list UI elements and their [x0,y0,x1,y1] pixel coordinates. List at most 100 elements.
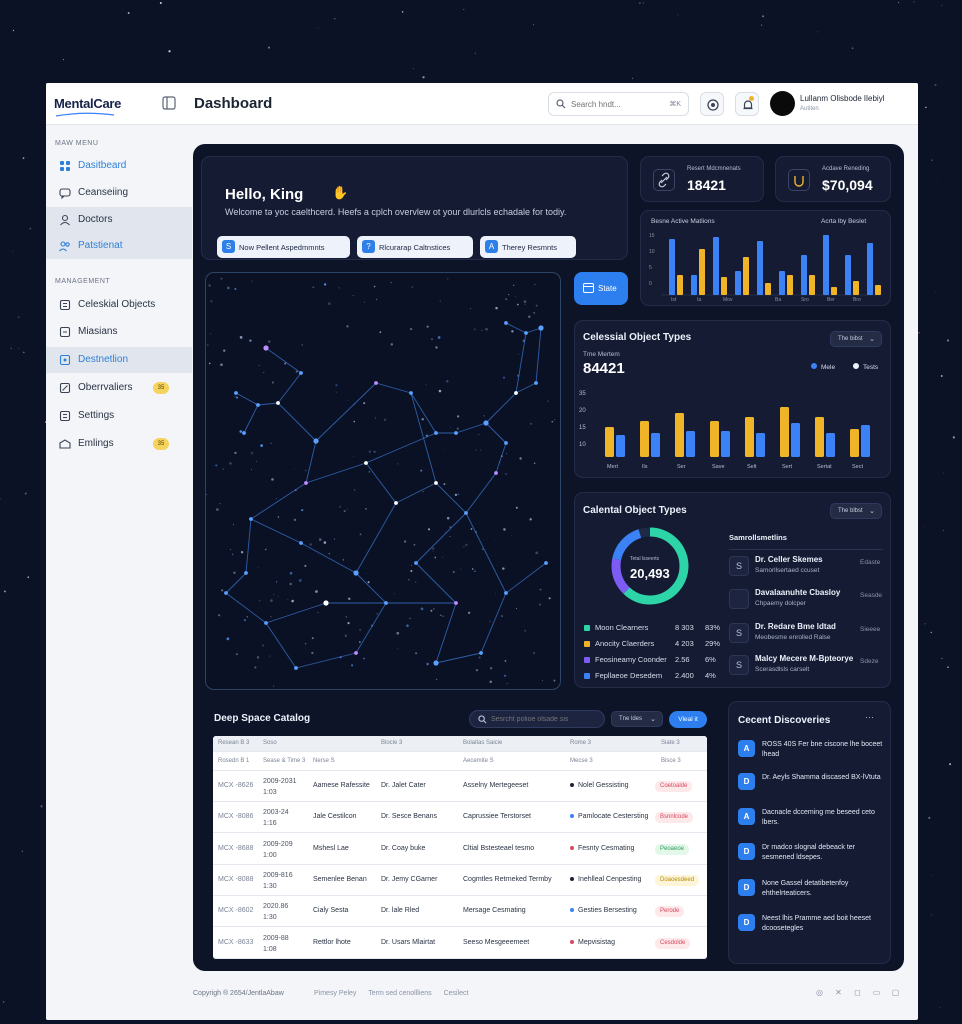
table-row[interactable]: MCX -8602 2020.86 Cialy Sesta Dr. lale Rled… [213,896,707,928]
column-header[interactable]: Nerse S [313,758,335,764]
column-header[interactable]: Bolaitas Saicie [463,740,503,746]
linkedin-icon[interactable]: ▢ [891,988,900,997]
youtube-icon[interactable]: ▭ [872,988,881,997]
sidebar-item-missions[interactable]: Miasians [46,319,192,345]
type-dot [570,877,574,882]
map-star [447,278,449,280]
map-star [457,493,460,496]
app-logo[interactable]: MentalCare [54,96,122,111]
globe-icon[interactable]: ◎ [816,988,823,997]
constellation-node [479,651,483,655]
background-star [934,83,937,86]
sidebar-item-settings[interactable]: Settings [46,403,192,429]
search-box[interactable]: ⌘K [548,92,689,116]
background-star [631,77,634,80]
search-input[interactable] [571,97,661,112]
new-appointments-button[interactable]: S Now Pellent Aspedmmnts [217,236,350,258]
status-badge: Doaoesdeed [655,874,700,886]
map-star [421,417,424,421]
view-all-button[interactable]: Vleal it [669,711,707,728]
column-header[interactable]: Soso [263,740,277,746]
more-options-icon[interactable]: ··· [865,712,874,722]
column-header[interactable]: Resean B 3 [218,740,250,746]
table-row[interactable]: MCX -8688 2009-209 Mshesl Lae Dr. Coay buke… [213,834,707,865]
cell-service: Asselny Mertegeeset [463,782,529,789]
catalog-search[interactable] [469,710,605,728]
top-bar: MentalCare Dashboard ⌘K Lullanm Olisbode… [46,83,918,125]
constellation-line [395,482,437,504]
therapy-results-button[interactable]: A Therey Resmnts [480,236,576,258]
column-header[interactable]: Mecse 3 [570,758,593,764]
card-title: Calental Object Types [583,505,687,516]
sidebar-item-observatories[interactable]: Oberrvaliers 35 [46,375,192,401]
x-icon[interactable]: ✕ [835,988,842,997]
background-star [401,11,404,13]
doctor-action-link[interactable]: Sdeze [860,658,879,665]
avatar[interactable] [770,91,795,116]
sidebar-item-doctors[interactable]: Doctors [46,207,192,233]
notifications-button[interactable] [735,92,759,116]
mini-bar-blue [669,239,675,295]
column-header[interactable]: Blocle 3 [381,740,403,746]
table-row[interactable]: MCX -8633 2009-88 Rettlor lhote Dr. Usars M… [213,928,707,959]
constellation-node [464,511,468,515]
catalog-filter-dropdown[interactable]: Tne ldes ⌄ [611,711,663,727]
catalog-search-input[interactable] [491,714,599,725]
sidebar-item-counseling[interactable]: Ceanseiing [46,180,192,206]
table-row[interactable]: MCX -8088 2009-816 Semenlee Benan Dr. Jemy … [213,865,707,896]
map-star [413,543,416,546]
map-star [250,451,254,455]
theme-button[interactable] [700,92,724,116]
stat-card-revenue[interactable]: Acdave Reneding $70,094 [775,156,891,202]
map-star [295,370,298,373]
constellation-line [505,322,527,334]
period-dropdown[interactable]: The blbst ⌄ [830,503,882,519]
map-star [539,588,542,591]
axis-tick-label: Save [712,464,725,470]
footer-link-terms[interactable]: Term sed cenollliens [368,990,432,997]
footer-link-privacy[interactable]: Pimesy Peley [314,990,357,997]
star-map[interactable] [205,272,561,690]
map-star [323,283,327,286]
background-star [413,68,414,70]
background-star [639,2,641,4]
sidebar-item-destination[interactable]: Destnetlion [46,347,192,373]
type-label: Inehlleal Cenpesting [578,875,642,883]
mini-bar-gold [721,277,727,295]
doctor-action-link[interactable]: Seasde [860,592,883,599]
stat-card-records[interactable]: Resert Mdcmnenats 18421 [640,156,764,202]
footer-link-contact[interactable]: Cesilect [443,990,469,997]
column-header[interactable]: Bisce 3 [661,758,681,764]
doctor-action-link[interactable]: Sieeee [860,626,881,633]
sidebar-item-dashboard[interactable]: Dasitbeard [46,153,192,179]
sidebar-item-label: Doctors [78,214,113,225]
doctor-list-item[interactable]: S Dr. Redare Bme ldtad Meobesme enrolled… [729,620,887,648]
column-header[interactable]: Siate 3 [661,740,680,746]
constellation-line [225,572,247,594]
column-header[interactable]: Rome 3 [570,740,592,746]
background-star [62,58,65,61]
period-dropdown[interactable]: The bibst ⌄ [830,331,882,347]
constellation-node [524,331,528,335]
instagram-icon[interactable]: ◻ [854,988,861,997]
sidebar-toggle-icon[interactable] [162,96,176,110]
column-header[interactable]: Aecemite S [463,758,494,764]
table-row[interactable]: MCX -8626 2009-2031 Aamese Rafessite Dr. Ja… [213,771,707,802]
state-button[interactable]: State [574,272,628,305]
map-star [343,510,346,513]
constellation-line [265,602,327,624]
column-header[interactable]: Sease & Time 3 [263,758,306,764]
map-star [351,521,352,523]
doctor-list-item[interactable]: S Dr. Celler Skemes Samorllsertaed ccuse… [729,553,887,581]
column-header[interactable]: Rosedn B 1 [218,758,250,764]
sidebar-item-celestial-objects[interactable]: Celeskial Objects [46,292,192,318]
resources-button[interactable]: ? Rlcurarap Caltnstices [357,236,473,258]
cell-time: 1:16 [263,820,277,828]
table-row[interactable]: MCX -8086 2003-24 Jale Cestilcon Dr. Sesce … [213,802,707,834]
sidebar-item-patients[interactable]: Patstienat [46,233,192,259]
sidebar-item-emails[interactable]: Emlings 35 [46,431,192,457]
doctor-list-item[interactable]: S Malcy Mecere M-Bpteorye Scerasdlsls ca… [729,652,887,680]
doctor-list-item[interactable]: Davalaanuhte Cbasloy Chpaemy dolcper Sea… [729,586,887,614]
map-star [312,286,315,289]
doctor-action-link[interactable]: Edaste [860,559,881,566]
